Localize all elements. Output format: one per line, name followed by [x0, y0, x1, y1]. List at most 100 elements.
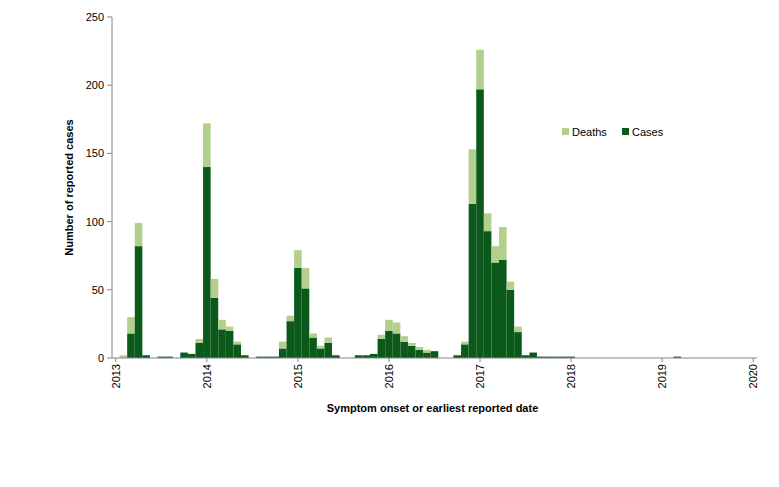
x-tick: [206, 358, 207, 362]
bar: [385, 320, 393, 331]
bar: [226, 327, 234, 331]
bar: [431, 351, 439, 352]
bar: [378, 339, 386, 358]
bar: [294, 250, 302, 268]
x-tick-label: 2013: [110, 364, 122, 388]
bar: [453, 355, 461, 356]
x-tick-label: 2018: [565, 364, 577, 388]
x-tick: [297, 358, 298, 362]
bar: [507, 282, 515, 290]
x-tick-label: 2014: [201, 364, 213, 388]
bar: [135, 246, 143, 358]
bar: [416, 347, 424, 350]
bar: [499, 227, 507, 260]
bar: [567, 356, 575, 357]
bar: [195, 343, 203, 358]
x-tick: [571, 358, 572, 362]
bar: [385, 331, 393, 358]
bar: [484, 231, 492, 358]
bar: [218, 329, 226, 358]
bar: [529, 353, 537, 358]
bar: [142, 355, 150, 356]
x-tick: [388, 358, 389, 362]
bar: [218, 320, 226, 330]
legend-swatch: [562, 128, 569, 135]
bar: [514, 327, 522, 332]
bar: [461, 344, 469, 358]
bar: [287, 316, 295, 321]
bar: [135, 223, 143, 246]
y-tick-label: 150: [86, 147, 104, 159]
bar: [522, 355, 530, 356]
y-tick: [107, 85, 112, 86]
x-tick-label: 2017: [474, 364, 486, 388]
bar: [499, 260, 507, 358]
bar: [203, 167, 211, 358]
bar: [317, 346, 325, 349]
x-tick: [753, 358, 754, 362]
y-tick: [107, 358, 112, 359]
bar: [423, 350, 431, 353]
bar: [393, 333, 401, 358]
bars: [120, 50, 682, 358]
bar: [211, 298, 219, 358]
y-tick-label: 100: [86, 216, 104, 228]
x-tick-label: 2019: [656, 364, 668, 388]
bar: [408, 346, 416, 358]
y-tick-label: 0: [98, 352, 104, 364]
bar: [203, 123, 211, 167]
y-tick-label: 200: [86, 79, 104, 91]
x-tick-label: 2015: [292, 364, 304, 388]
bar: [279, 342, 287, 349]
bar: [370, 353, 378, 354]
bar: [529, 352, 537, 353]
bar: [332, 355, 340, 356]
y-tick-label: 50: [92, 284, 104, 296]
legend-swatch: [622, 128, 629, 135]
bar: [264, 356, 272, 357]
bar: [400, 336, 408, 341]
bar: [507, 290, 515, 358]
bar: [195, 339, 203, 343]
bar: [211, 279, 219, 298]
bar: [537, 356, 545, 357]
bar: [408, 343, 416, 346]
bar: [294, 268, 302, 358]
bar: [287, 321, 295, 358]
bar: [180, 353, 188, 358]
bar: [324, 343, 332, 358]
bar: [180, 352, 188, 353]
bar: [165, 356, 173, 357]
y-tick: [107, 289, 112, 290]
bar: [491, 246, 499, 262]
legend-label: Cases: [632, 126, 664, 138]
bar: [476, 50, 484, 90]
bar: [491, 263, 499, 358]
bar: [416, 350, 424, 358]
bar: [461, 342, 469, 345]
bar: [469, 149, 477, 204]
y-tick: [107, 153, 112, 154]
bar: [423, 353, 431, 358]
bar: [431, 351, 439, 358]
y-tick: [107, 17, 112, 18]
x-tick-label: 2016: [383, 364, 395, 388]
bar: [552, 356, 560, 357]
bar: [560, 356, 568, 357]
bar: [158, 356, 166, 357]
bar: [256, 356, 264, 357]
bar: [279, 348, 287, 358]
bar: [370, 354, 378, 358]
legend-label: Deaths: [572, 126, 607, 138]
y-axis: [112, 17, 113, 358]
bar: [674, 356, 682, 357]
bar: [233, 344, 241, 358]
bar: [271, 356, 279, 357]
bar: [469, 204, 477, 358]
chart: 0501001502002502013201420152016201720182…: [0, 0, 779, 487]
bar: [226, 331, 234, 358]
x-axis-title: Symptom onset or earliest reported date: [327, 402, 539, 414]
bar: [241, 355, 249, 356]
bar: [514, 332, 522, 358]
bar: [393, 323, 401, 334]
